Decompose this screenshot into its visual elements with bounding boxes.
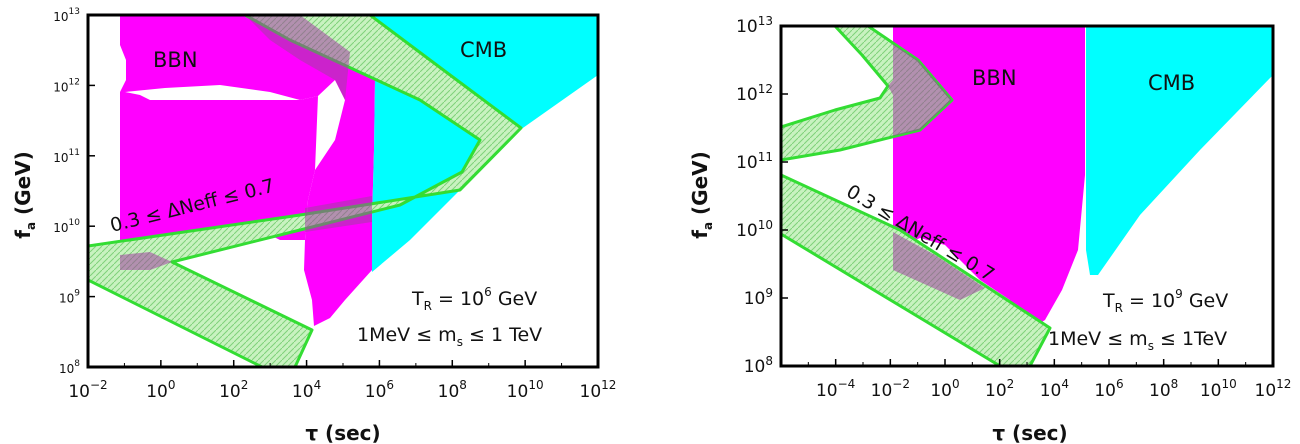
right-cmb-label: CMB	[1148, 71, 1195, 95]
right-panel: 10−4 10−2 100 102 104 106 108 1010 1012 10810910…	[688, 14, 1291, 444]
right-y-tick-label: 1012	[736, 82, 773, 105]
left-x-tick-label: 1012	[580, 378, 617, 402]
left-x-tick-label: 102	[219, 378, 248, 402]
right-bbn-label: BBN	[972, 66, 1017, 90]
left-x-tick-label: 106	[365, 378, 394, 402]
left-y-tick-label: 1013	[53, 7, 80, 24]
left-y-tick-label: 1010	[53, 218, 80, 235]
left-y-axis-title: fa (GeV)	[11, 151, 38, 239]
left-overlap-upper	[245, 15, 350, 100]
left-x-tick-label: 100	[146, 378, 175, 402]
right-y-axis: 108 109 1010 1011 1012 1013	[736, 14, 788, 377]
left-x-tick-label: 10−2	[68, 378, 107, 402]
left-overlap-mid	[305, 196, 372, 232]
right-x-tick-label: 102	[985, 377, 1014, 401]
left-x-tick-label: 1010	[507, 378, 544, 402]
right-x-axis: 10−4 10−2 100 102 104 106 108 1010 1012	[780, 359, 1292, 401]
left-y-tick-label: 1011	[53, 148, 80, 165]
right-cmb-region	[1086, 26, 1273, 275]
left-tr-annotation: TR = 106 GeV	[411, 285, 537, 313]
left-y-tick-label: 109	[59, 289, 80, 306]
right-x-tick-label: 104	[1040, 377, 1069, 401]
left-cmb-label: CMB	[460, 38, 507, 62]
left-neff-band	[88, 15, 523, 367]
right-ms-annotation: 1MeV ≤ ms ≤ 1TeV	[1048, 328, 1227, 353]
right-x-tick-label: 100	[930, 377, 959, 401]
left-y-axis: 108 109 1010 1011 1012 1013	[53, 7, 95, 376]
right-y-tick-label: 1011	[736, 150, 773, 173]
right-x-tick-label: 1010	[1200, 377, 1237, 401]
right-y-tick-label: 108	[744, 354, 773, 377]
right-y-axis-title: fa (GeV)	[688, 151, 715, 239]
right-x-tick-label: 10−2	[871, 377, 910, 401]
right-y-tick-label: 1013	[736, 14, 773, 37]
left-x-axis: 10−2 100 102 104 106 108 1010 1012	[68, 360, 616, 402]
right-tr-annotation: TR = 109 GeV	[1102, 287, 1228, 315]
right-overlap-lower	[893, 232, 985, 300]
right-x-tick-label: 106	[1094, 377, 1123, 401]
right-x-tick-label: 10−4	[816, 377, 855, 401]
left-y-tick-label: 1012	[53, 77, 80, 94]
left-bbn-label: BBN	[153, 48, 198, 72]
left-y-tick-label: 108	[59, 359, 80, 376]
left-bbn-region	[120, 15, 375, 326]
right-x-tick-label: 108	[1149, 377, 1178, 401]
left-panel: 10−2 100 102 104 106 108 1010 1012 108109101010…	[11, 7, 616, 444]
right-y-tick-label: 109	[744, 286, 773, 309]
left-x-axis-title: τ (sec)	[305, 421, 380, 444]
right-overlap-upper	[888, 44, 952, 136]
left-overlap-lower	[120, 252, 172, 270]
left-ms-annotation: 1MeV ≤ ms ≤ 1 TeV	[357, 324, 542, 349]
right-x-tick-label: 1012	[1255, 377, 1292, 401]
right-y-tick-label: 1010	[736, 218, 773, 241]
left-x-tick-label: 108	[438, 378, 467, 402]
left-x-tick-label: 104	[292, 378, 321, 402]
right-x-axis-title: τ (sec)	[992, 421, 1067, 444]
